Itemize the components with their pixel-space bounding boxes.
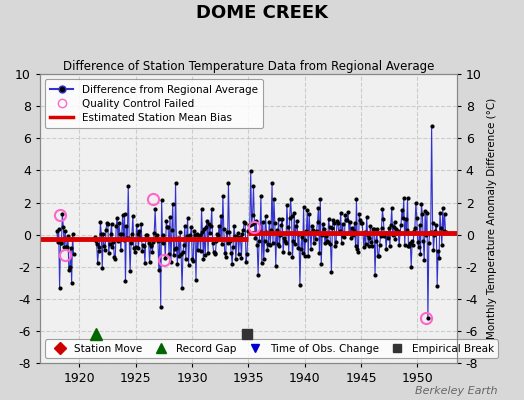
Text: DOME CREEK: DOME CREEK — [196, 4, 328, 22]
Title: Difference of Station Temperature Data from Regional Average: Difference of Station Temperature Data f… — [63, 60, 434, 73]
Text: Berkeley Earth: Berkeley Earth — [416, 386, 498, 396]
Legend: Station Move, Record Gap, Time of Obs. Change, Empirical Break: Station Move, Record Gap, Time of Obs. C… — [45, 340, 498, 358]
Y-axis label: Monthly Temperature Anomaly Difference (°C): Monthly Temperature Anomaly Difference (… — [487, 98, 497, 339]
